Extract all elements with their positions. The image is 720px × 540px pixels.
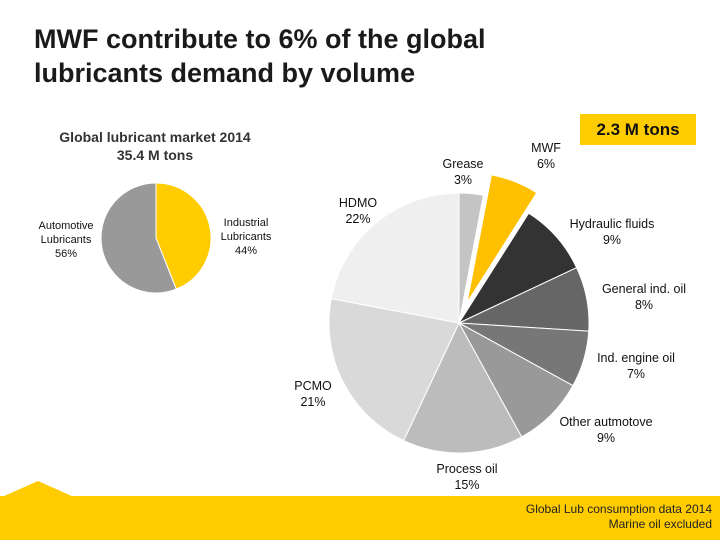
pie-slice-hdmo (330, 192, 460, 324)
small-pie-chart (100, 182, 212, 294)
pie-slice-general-ind-oil-label: General ind. oil 8% (602, 281, 686, 313)
pie-slice-mwf (466, 174, 538, 303)
pie-slice-industrial-lubricants-label-line: 44% (234, 245, 258, 257)
pie-slice-ind-engine-oil-label: Ind. engine oil 7% (597, 350, 675, 382)
footer-note-line-2: Marine oil excluded (608, 517, 712, 531)
pie-slice-grease-label-line: 3% (453, 173, 473, 187)
footer-note-line-1: Global Lub consumption data 2014 (525, 502, 712, 516)
pie-slice-pcmo-label-line: 21% (300, 395, 326, 409)
pie-slice-ind-engine-oil-label-line: Ind. engine oil (597, 351, 675, 365)
pie-slice-hdmo-label: HDMO 22% (339, 195, 377, 227)
pie-slice-pcmo-label-line: PCMO (294, 379, 332, 393)
pie-slice-other-autmotove-label-line: 9% (596, 431, 616, 445)
slide-title-line-1: MWF contribute to 6% of the global (34, 24, 486, 54)
pie-slice-hydraulic-fluids-label-line: 9% (602, 233, 622, 247)
pie-slice-process-oil-label: Process oil 15% (436, 461, 497, 493)
pie-slice-general-ind-oil-label-line: General ind. oil (601, 282, 687, 296)
pie-slice-mwf-label: MWF 6% (531, 140, 561, 172)
large-pie-chart (328, 174, 590, 454)
pie-slice-industrial-lubricants (155, 182, 212, 290)
pie-slice-industrial-lubricants-label: Industrial Lubricants 44% (221, 216, 272, 258)
pie-slice-industrial-lubricants-label-line: Lubricants (220, 231, 272, 243)
pie-slice-mwf-label-line: MWF (531, 141, 561, 155)
slide-title: MWF contribute to 6% of the global lubri… (34, 22, 594, 90)
pie-slice-mwf-label-line: 6% (536, 157, 556, 171)
pie-slice-hydraulic-fluids-label: Hydraulic fluids 9% (570, 216, 655, 248)
small-chart-title: Global lubricant market 2014 35.4 M tons (20, 128, 290, 164)
small-chart-subtitle: 35.4 M tons (116, 147, 194, 163)
pie-slice-hdmo-label-line: HDMO (338, 196, 378, 210)
footer-notch (2, 481, 74, 497)
pie-slice-automotive-lubricants-label: Automotive Lubricants 56% (38, 219, 93, 261)
pie-slice-industrial-lubricants-label-line: Industrial (223, 217, 269, 229)
slide-title-line-2: lubricants demand by volume (34, 58, 416, 88)
pie-slice-grease-label: Grease 3% (443, 156, 484, 188)
pie-slice-ind-engine-oil-label-line: 7% (626, 367, 646, 381)
pie-slice-automotive-lubricants-label-line: 56% (54, 248, 78, 260)
pie-slice-grease-label-line: Grease (442, 157, 484, 171)
pie-slice-pcmo (328, 298, 460, 442)
pie-slice-process-oil-label-line: Process oil (436, 462, 498, 476)
pie-slice-general-ind-oil-label-line: 8% (634, 298, 654, 312)
pie-slice-hdmo-label-line: 22% (345, 212, 371, 226)
pie-slice-automotive-lubricants-label-line: Automotive (38, 220, 94, 232)
pie-slice-process-oil (402, 321, 523, 454)
pie-slice-pcmo-label: PCMO 21% (294, 378, 332, 410)
pie-slice-hydraulic-fluids-label-line: Hydraulic fluids (569, 217, 655, 231)
footer-note: Global Lub consumption data 2014 Marine … (526, 502, 712, 532)
pie-slice-automotive-lubricants (100, 182, 177, 294)
mwf-volume-badge: 2.3 M tons (580, 114, 696, 145)
pie-slice-other-autmotove-label-line: Other autmotove (559, 415, 653, 429)
pie-slice-automotive-lubricants-label-line: Lubricants (40, 234, 92, 246)
pie-slice-other-autmotove-label: Other autmotove 9% (559, 414, 652, 446)
footer-band (0, 496, 720, 540)
pie-slice-process-oil-label-line: 15% (454, 478, 480, 492)
small-chart-title-main: Global lubricant market 2014 (59, 129, 251, 145)
